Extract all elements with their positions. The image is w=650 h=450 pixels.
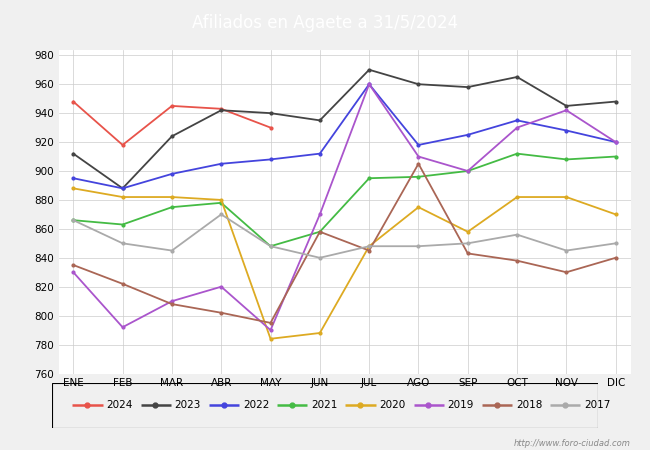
Text: http://www.foro-ciudad.com: http://www.foro-ciudad.com [514,439,630,448]
Text: 2017: 2017 [584,400,610,410]
Text: 2018: 2018 [516,400,542,410]
Text: 2021: 2021 [311,400,337,410]
Text: Afiliados en Agaete a 31/5/2024: Afiliados en Agaete a 31/5/2024 [192,14,458,32]
Text: 2023: 2023 [175,400,201,410]
Text: 2022: 2022 [243,400,269,410]
Text: 2024: 2024 [107,400,133,410]
Text: 2019: 2019 [448,400,474,410]
Text: 2020: 2020 [380,400,406,410]
